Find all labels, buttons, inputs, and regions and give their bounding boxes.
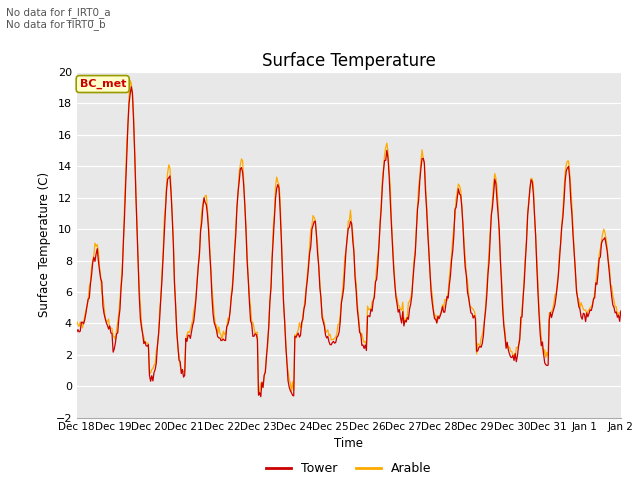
X-axis label: Time: Time bbox=[334, 437, 364, 450]
Text: No data for f̅IRT0̅_b: No data for f̅IRT0̅_b bbox=[6, 19, 106, 30]
Y-axis label: Surface Temperature (C): Surface Temperature (C) bbox=[38, 172, 51, 317]
Title: Surface Temperature: Surface Temperature bbox=[262, 52, 436, 71]
Legend: Tower, Arable: Tower, Arable bbox=[261, 457, 436, 480]
Text: No data for f_IRT0_a: No data for f_IRT0_a bbox=[6, 7, 111, 18]
Text: BC_met: BC_met bbox=[79, 79, 126, 89]
